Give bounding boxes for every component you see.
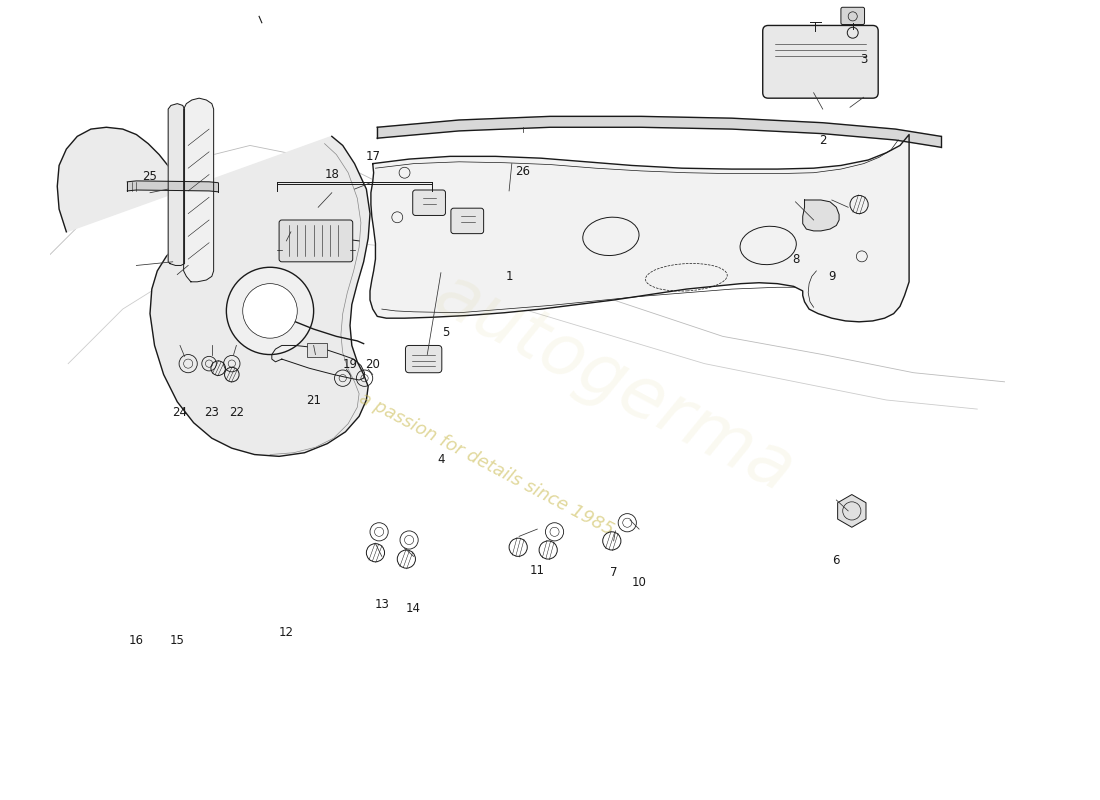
Text: 12: 12 [279, 626, 294, 638]
Text: a passion for details since 1985: a passion for details since 1985 [356, 389, 617, 539]
Text: 20: 20 [365, 358, 381, 370]
Polygon shape [57, 127, 370, 456]
Text: 14: 14 [406, 602, 421, 614]
Text: 6: 6 [833, 554, 840, 566]
FancyBboxPatch shape [451, 208, 484, 234]
Polygon shape [370, 134, 909, 322]
Text: 10: 10 [631, 576, 647, 589]
Text: autogerma: autogerma [422, 260, 805, 508]
Text: 2: 2 [820, 134, 826, 146]
Text: 17: 17 [365, 150, 381, 162]
Text: 21: 21 [306, 394, 321, 406]
Text: 26: 26 [515, 166, 530, 178]
Text: 13: 13 [374, 598, 389, 610]
Text: 5: 5 [442, 326, 449, 338]
Polygon shape [803, 200, 839, 231]
Text: 16: 16 [129, 634, 144, 646]
FancyBboxPatch shape [307, 342, 328, 358]
Polygon shape [184, 98, 213, 282]
Text: 3: 3 [860, 54, 867, 66]
Text: 11: 11 [530, 564, 544, 577]
Polygon shape [128, 181, 218, 192]
Circle shape [243, 284, 297, 338]
FancyBboxPatch shape [412, 190, 446, 215]
FancyBboxPatch shape [762, 26, 878, 98]
Text: 1: 1 [505, 270, 513, 282]
Text: 9: 9 [828, 270, 836, 282]
Text: 23: 23 [205, 406, 219, 418]
Text: 19: 19 [342, 358, 358, 370]
Text: 24: 24 [173, 406, 187, 418]
Text: 22: 22 [229, 406, 244, 418]
Circle shape [227, 267, 314, 354]
Text: 7: 7 [609, 566, 617, 578]
Text: 18: 18 [324, 168, 339, 181]
Text: 15: 15 [169, 634, 185, 646]
Polygon shape [168, 104, 185, 266]
FancyBboxPatch shape [840, 7, 865, 25]
Polygon shape [377, 116, 940, 147]
Text: 4: 4 [437, 454, 444, 466]
Text: 25: 25 [143, 170, 157, 182]
FancyBboxPatch shape [279, 220, 353, 262]
Text: 8: 8 [792, 254, 799, 266]
FancyBboxPatch shape [406, 346, 442, 373]
